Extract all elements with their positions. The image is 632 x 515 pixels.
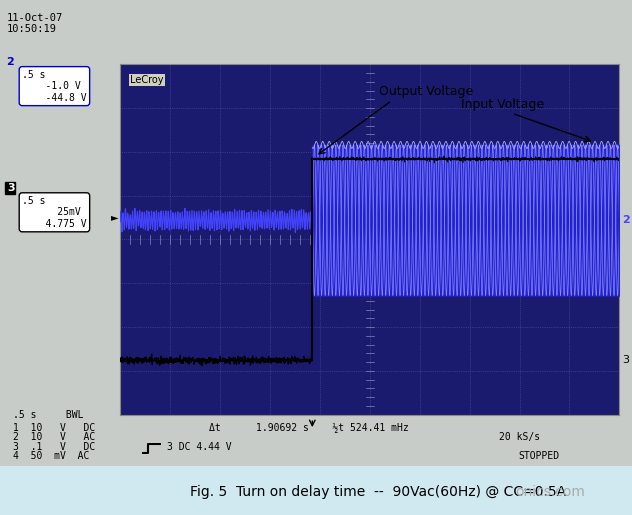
- Text: 1  10   V   DC: 1 10 V DC: [13, 423, 95, 433]
- Text: 3: 3: [6, 183, 14, 193]
- Text: .5 s     BWL: .5 s BWL: [13, 410, 83, 420]
- Text: Δt      1.90692 s    ½t 524.41 mHz: Δt 1.90692 s ½t 524.41 mHz: [209, 423, 408, 433]
- Text: .5 s
    -1.0 V
    -44.8 V: .5 s -1.0 V -44.8 V: [22, 70, 87, 102]
- Text: STOPPED: STOPPED: [518, 451, 559, 461]
- Text: onics.com: onics.com: [515, 485, 585, 499]
- Text: 11-Oct-07
10:50:19: 11-Oct-07 10:50:19: [6, 13, 63, 35]
- Text: Output Voltage: Output Voltage: [379, 85, 473, 98]
- Text: 3: 3: [622, 355, 629, 365]
- Text: .5 s
      25mV
    4.775 V: .5 s 25mV 4.775 V: [22, 196, 87, 229]
- Text: 3  .1   V   DC: 3 .1 V DC: [13, 441, 95, 452]
- Text: ►: ►: [111, 212, 118, 222]
- Text: 2: 2: [622, 215, 629, 225]
- Text: 3 DC 4.44 V: 3 DC 4.44 V: [167, 441, 232, 452]
- Text: 2  10   V   AC: 2 10 V AC: [13, 432, 95, 442]
- Text: 4  50  mV  AC: 4 50 mV AC: [13, 451, 89, 461]
- Text: LeCroy: LeCroy: [130, 75, 164, 85]
- Text: 3: 3: [7, 183, 15, 193]
- Text: Input Voltage: Input Voltage: [461, 98, 545, 111]
- Text: Fig. 5  Turn on delay time  --  90Vac(60Hz) @ CC=0.5A: Fig. 5 Turn on delay time -- 90Vac(60Hz)…: [190, 485, 566, 499]
- Text: 2: 2: [6, 57, 14, 67]
- Text: 20 kS/s: 20 kS/s: [499, 432, 540, 442]
